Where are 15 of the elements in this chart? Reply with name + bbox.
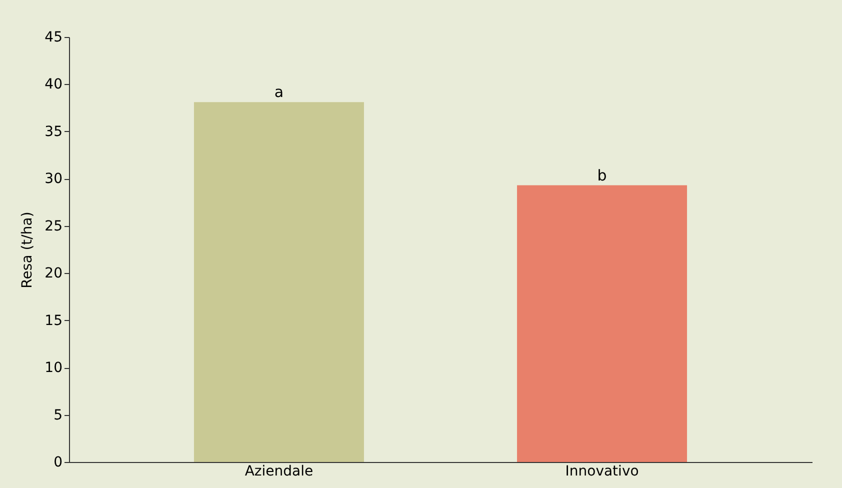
annotation: a [274, 83, 284, 102]
x-tick-label: Aziendale [244, 464, 314, 480]
x-tick-label: Innovativo [565, 464, 639, 480]
y-tick-label: 25 [44, 218, 62, 234]
y-tick-label: 35 [44, 124, 62, 140]
y-axis-title: Resa (t/ha) [20, 212, 36, 288]
y-tick-label: 5 [54, 407, 62, 424]
y-tick-label: 10 [44, 360, 62, 376]
y-tick-label: 45 [44, 30, 62, 46]
annotation: b [597, 166, 607, 184]
y-tick-label: 20 [44, 266, 62, 282]
y-tick-label: 30 [44, 171, 62, 188]
y-tick-label: 15 [44, 312, 62, 329]
y-tick-label: 40 [44, 76, 62, 93]
y-tick-label: 0 [54, 454, 62, 470]
